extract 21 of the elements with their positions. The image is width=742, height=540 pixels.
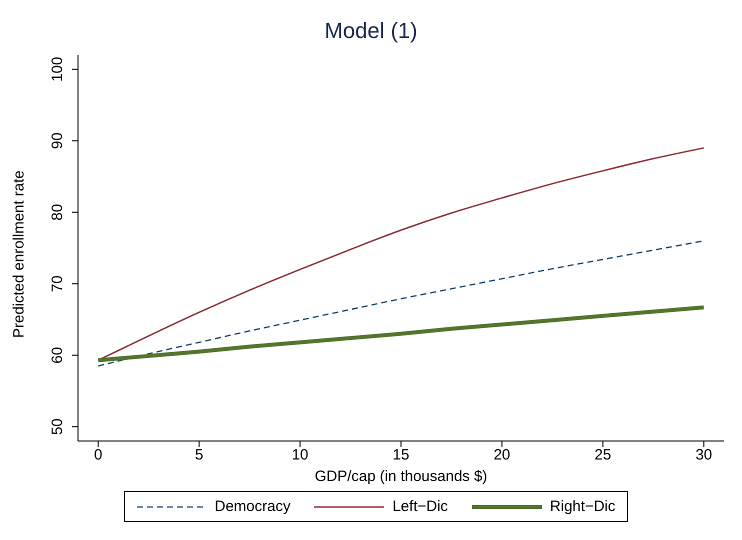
- y-tick-label: 100: [49, 56, 66, 82]
- line-series: [98, 240, 704, 367]
- x-tick-label: 20: [494, 446, 510, 464]
- line-series: [96, 305, 706, 362]
- x-tick-label: 25: [594, 446, 612, 464]
- x-tick-label: 5: [194, 446, 204, 464]
- x-tick-label: 30: [695, 446, 712, 464]
- chart-title: Model (1): [324, 17, 418, 45]
- y-tick-label: 50: [49, 418, 66, 436]
- x-tick-label: 10: [292, 446, 308, 464]
- y-axis-title: Predicted enrollment rate: [10, 170, 28, 338]
- x-tick-label: 0: [94, 446, 102, 464]
- legend-label: Democracy: [214, 498, 290, 515]
- x-tick-label: 15: [392, 446, 410, 464]
- x-axis-title: GDP/cap (in thousands $): [314, 468, 488, 485]
- y-tick-label: 90: [49, 132, 66, 150]
- y-tick-label: 60: [49, 346, 66, 364]
- y-tick-label: 80: [49, 204, 66, 221]
- legend-label: Right−Dic: [548, 498, 616, 515]
- y-tick-label: 70: [49, 275, 66, 292]
- legend-label: Left−Dic: [391, 498, 448, 515]
